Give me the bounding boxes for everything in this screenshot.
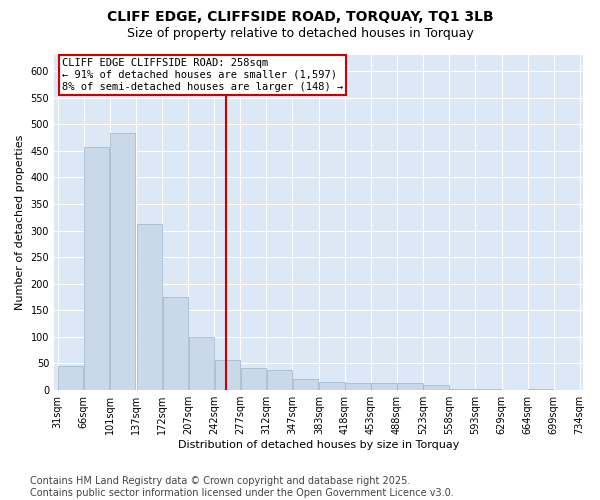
Text: CLIFF EDGE CLIFFSIDE ROAD: 258sqm
← 91% of detached houses are smaller (1,597)
8: CLIFF EDGE CLIFFSIDE ROAD: 258sqm ← 91% … xyxy=(62,58,343,92)
Text: Size of property relative to detached houses in Torquay: Size of property relative to detached ho… xyxy=(127,28,473,40)
Bar xyxy=(58,366,83,390)
Bar xyxy=(371,382,397,390)
Bar xyxy=(110,133,136,390)
Bar xyxy=(215,360,240,390)
Y-axis label: Number of detached properties: Number of detached properties xyxy=(15,135,25,310)
Bar xyxy=(189,337,214,390)
Bar xyxy=(424,385,449,390)
Text: CLIFF EDGE, CLIFFSIDE ROAD, TORQUAY, TQ1 3LB: CLIFF EDGE, CLIFFSIDE ROAD, TORQUAY, TQ1… xyxy=(107,10,493,24)
Bar xyxy=(397,382,422,390)
Bar xyxy=(293,380,318,390)
Bar xyxy=(84,147,109,390)
Bar xyxy=(528,389,553,390)
Bar xyxy=(241,368,266,390)
Bar xyxy=(319,382,344,390)
Text: Contains HM Land Registry data © Crown copyright and database right 2025.
Contai: Contains HM Land Registry data © Crown c… xyxy=(30,476,454,498)
Bar xyxy=(137,224,162,390)
Bar xyxy=(346,382,371,390)
Bar xyxy=(475,389,500,390)
Bar xyxy=(163,297,188,390)
Bar xyxy=(449,389,475,390)
X-axis label: Distribution of detached houses by size in Torquay: Distribution of detached houses by size … xyxy=(178,440,460,450)
Bar xyxy=(266,370,292,390)
